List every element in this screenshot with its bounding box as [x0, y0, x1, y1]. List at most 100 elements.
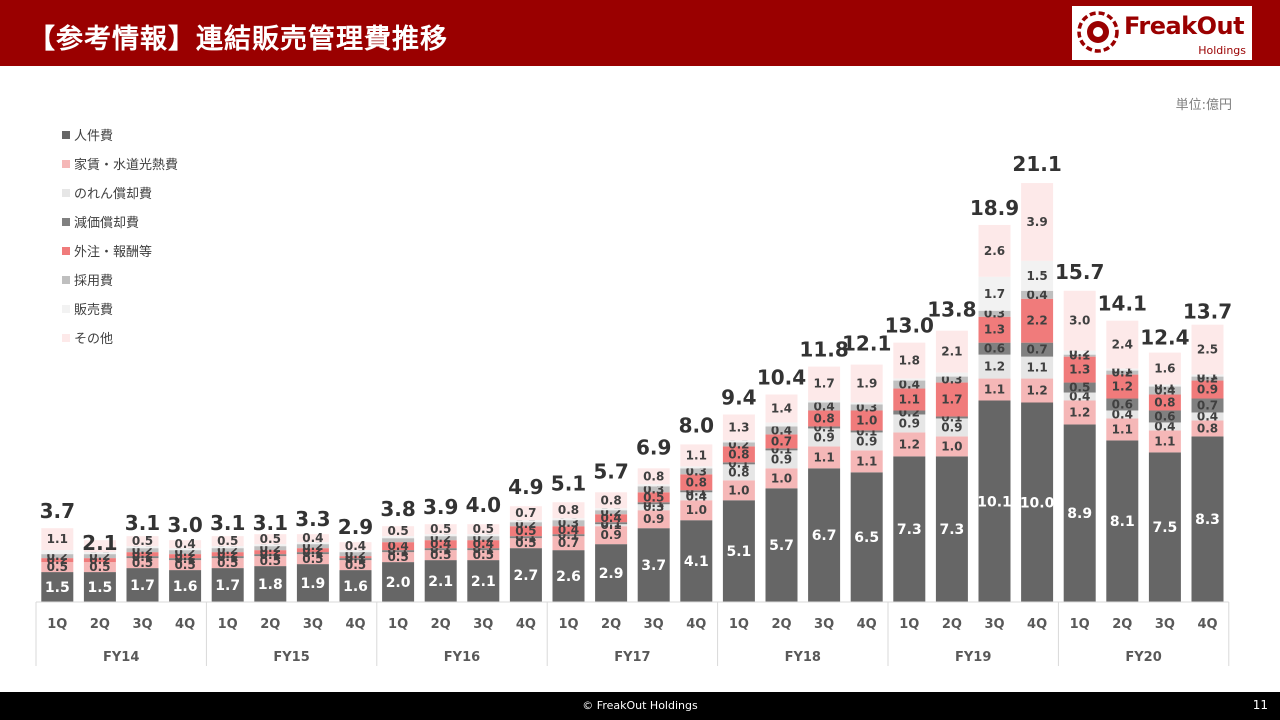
- segment-label: 10.1: [977, 494, 1012, 510]
- segment-label: 1.9: [300, 576, 325, 592]
- freakout-logo: FreakOut Holdings: [1072, 6, 1252, 60]
- bar-segment: [296, 564, 329, 602]
- bar-segment: [637, 528, 670, 602]
- bar-segment: [722, 440, 755, 443]
- bar-segment: [637, 492, 670, 503]
- segment-label: 0.4: [473, 537, 494, 551]
- bar-segment: [850, 450, 883, 473]
- total-label: 3.3: [295, 507, 330, 531]
- bar-segment: [722, 462, 755, 465]
- segment-label: 0.5: [473, 522, 494, 536]
- total-label: 3.9: [423, 495, 458, 519]
- bar-segment: [211, 548, 244, 553]
- segment-label: 1.2: [984, 360, 1005, 374]
- bar-segment: [339, 556, 372, 559]
- bar-segment: [935, 416, 968, 419]
- segment-label: 0.8: [813, 411, 834, 425]
- segment-label: 0.9: [600, 528, 621, 542]
- bar-segment: [893, 432, 926, 457]
- x-tick-label: 4Q: [175, 617, 195, 632]
- bar-segment: [1191, 398, 1224, 413]
- total-label: 21.1: [1012, 152, 1061, 176]
- bar-segment: [41, 550, 74, 555]
- bar-segment: [339, 560, 372, 571]
- segment-label: 0.5: [515, 536, 536, 550]
- header-bar: 【参考情報】連結販売管理費推移 FreakOut Holdings: [0, 0, 1280, 66]
- bar-segment: [935, 376, 968, 383]
- bar-segment: [509, 548, 542, 602]
- bar-segment: [467, 548, 500, 551]
- bar-segment: [722, 480, 755, 501]
- segment-label: 0.5: [1069, 381, 1090, 395]
- bar-segment: [1106, 418, 1139, 441]
- bar-segment: [424, 548, 457, 551]
- segment-label: 1.7: [215, 578, 240, 594]
- bar-segment: [1106, 368, 1139, 371]
- bar-segment: [552, 550, 585, 602]
- segment-label: 0.5: [260, 554, 281, 568]
- bar-segment: [1106, 398, 1139, 411]
- bar-segment: [978, 224, 1011, 277]
- bar-segment: [808, 410, 841, 427]
- bar-segment: [552, 534, 585, 537]
- segment-label: 1.5: [1026, 269, 1047, 283]
- bar-segment: [935, 382, 968, 417]
- bar-segment: [765, 488, 798, 602]
- x-tick-label: 4Q: [516, 617, 536, 632]
- bar-segment: [637, 486, 670, 493]
- segment-label: 0.5: [515, 524, 536, 538]
- bar-segment: [595, 524, 628, 527]
- total-label: 3.0: [167, 513, 202, 537]
- bar-segment: [680, 500, 713, 521]
- bar-segment: [850, 430, 883, 433]
- bar-segment: [893, 378, 926, 381]
- segment-label: 0.7: [1026, 343, 1047, 357]
- legend-label: 減価償却費: [74, 216, 140, 231]
- bar-segment: [595, 510, 628, 515]
- bar-segment: [1191, 412, 1224, 421]
- bar-segment: [339, 558, 372, 561]
- bar-segment: [552, 520, 585, 527]
- bar-segment: [296, 548, 329, 553]
- segment-label: 1.7: [941, 393, 962, 407]
- x-tick-label: 3Q: [473, 617, 493, 632]
- bar-segment: [595, 492, 628, 509]
- segment-label: 2.2: [1026, 314, 1047, 328]
- segment-label: 2.6: [984, 244, 1005, 258]
- x-tick-label: 1Q: [218, 617, 238, 632]
- segment-label: 0.8: [1154, 396, 1175, 410]
- bar-segment: [1148, 384, 1181, 387]
- total-label: 12.1: [842, 332, 891, 356]
- segment-label: 0.8: [643, 469, 664, 483]
- total-label: 3.8: [380, 497, 415, 521]
- bar-segment: [1148, 386, 1181, 395]
- bar-segment: [978, 316, 1011, 343]
- segment-label: 0.5: [430, 548, 451, 562]
- bar-segment: [637, 502, 670, 505]
- bar-segment: [254, 554, 287, 557]
- legend-swatch: [62, 275, 70, 284]
- bar-segment: [1063, 424, 1096, 602]
- bar-segment: [1148, 430, 1181, 453]
- total-label: 5.1: [551, 471, 586, 495]
- legend-label: のれん償却費: [74, 187, 153, 202]
- bar-segment: [595, 544, 628, 602]
- bar-segment: [637, 468, 670, 485]
- segment-label: 0.5: [387, 524, 408, 538]
- segment-label: 2.0: [386, 575, 411, 591]
- segment-label: 3.0: [1069, 314, 1090, 328]
- bar-segment: [978, 276, 1011, 311]
- total-label: 6.9: [636, 435, 671, 459]
- bar-segment: [1148, 452, 1181, 602]
- bar-segment: [808, 428, 841, 447]
- x-tick-label: 3Q: [644, 617, 664, 632]
- bar-segment: [382, 536, 415, 539]
- bar-segment: [935, 436, 968, 457]
- total-label: 10.4: [757, 366, 806, 390]
- bar-segment: [722, 414, 755, 441]
- segment-label: 0.5: [302, 552, 323, 566]
- bar-segment: [765, 450, 798, 469]
- x-tick-label: 4Q: [1027, 617, 1047, 632]
- segment-label: 1.7: [130, 578, 155, 594]
- total-label: 11.8: [799, 338, 848, 362]
